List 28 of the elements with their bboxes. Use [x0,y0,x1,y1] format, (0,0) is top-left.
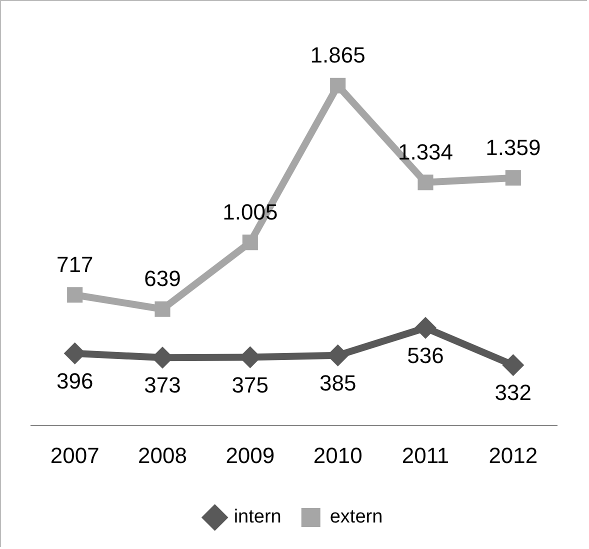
data-label: 1.334 [398,139,454,164]
data-label: 396 [56,368,94,394]
point [330,78,346,94]
x-tick-label: 2007 [50,442,100,468]
x-tick-label: 2010 [313,442,362,468]
legend-label: extern [330,506,383,528]
point [154,301,170,317]
x-tick-label: 2011 [402,442,450,468]
data-label: 1.005 [222,199,278,224]
x-tick-label: 2012 [488,442,538,468]
data-label: 375 [232,372,269,398]
data-label: 385 [319,370,356,396]
data-label: 1.865 [310,42,366,68]
data-label: 332 [494,380,532,406]
x-tick-label: 2008 [138,442,187,468]
legend-label: intern [234,506,282,528]
point [414,316,436,339]
data-label: 639 [144,266,181,292]
data-label: 1.359 [486,134,541,160]
point [505,170,521,186]
data-label: 536 [407,342,444,368]
point [67,287,83,303]
data-label: 717 [56,252,94,277]
point [502,354,524,376]
point [418,174,434,190]
data-label: 373 [144,372,181,398]
x-tick-label: 2009 [226,442,275,468]
point [242,234,258,250]
